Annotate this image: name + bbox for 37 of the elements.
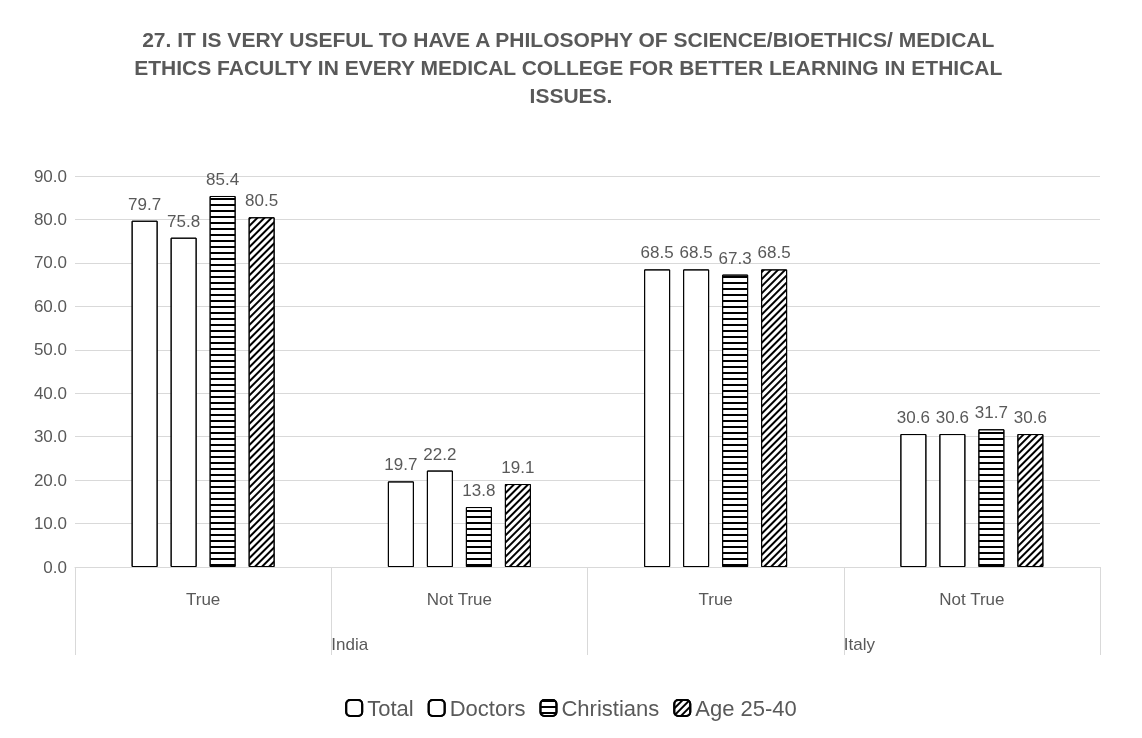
legend-label: Doctors bbox=[449, 695, 526, 721]
y-tick-label: 0.0 bbox=[43, 557, 67, 577]
y-tick-label: 80.0 bbox=[33, 209, 67, 229]
data-label: 79.7 bbox=[128, 194, 162, 214]
legend-label: Age 25-40 bbox=[695, 695, 797, 721]
data-label: 68.5 bbox=[757, 243, 791, 263]
data-label: 80.5 bbox=[245, 191, 279, 211]
y-tick-label: 60.0 bbox=[33, 296, 67, 316]
x-tick-label: Not True bbox=[939, 590, 1005, 609]
data-label: 13.8 bbox=[462, 481, 496, 501]
y-tick-label: 70.0 bbox=[33, 253, 67, 273]
data-label: 30.6 bbox=[896, 408, 930, 428]
data-label: 68.5 bbox=[679, 243, 713, 263]
data-label: 22.2 bbox=[423, 444, 457, 464]
data-label: 30.6 bbox=[1013, 408, 1047, 428]
data-label: 31.7 bbox=[974, 403, 1008, 423]
chart-title: 27. IT IS VERY USEFUL TO HAVE A PHILOSOPHY OF SCIENCE/BIOETHICS/ MEDICAL ETHICS FACULTY IN EVERY MEDICAL COLLEGE FOR BETTER LEARNING IN ETHICAL ISSUES. bbox=[134, 27, 1008, 107]
data-label: 19.1 bbox=[501, 458, 535, 478]
y-tick-label: 30.0 bbox=[33, 427, 67, 447]
data-label: 85.4 bbox=[206, 169, 240, 189]
text: India bbox=[331, 635, 369, 654]
x-tick-label: True bbox=[698, 590, 733, 609]
data-label: 75.8 bbox=[167, 211, 201, 231]
y-tick-label: 20.0 bbox=[33, 470, 67, 490]
data-label: 30.6 bbox=[935, 408, 969, 428]
legend-label: Total bbox=[367, 695, 414, 721]
y-tick-label: 50.0 bbox=[33, 340, 67, 360]
y-tick-label: 10.0 bbox=[33, 514, 67, 534]
data-label: 19.7 bbox=[384, 455, 418, 475]
text: Italy bbox=[843, 635, 876, 654]
x-tick-label: Not True bbox=[426, 590, 492, 609]
data-label: 67.3 bbox=[718, 248, 752, 268]
y-tick-label: 40.0 bbox=[33, 383, 67, 403]
y-tick-label: 90.0 bbox=[33, 166, 67, 186]
data-label: 68.5 bbox=[640, 243, 674, 263]
x-tick-label: True bbox=[185, 590, 221, 609]
legend-label: Christians bbox=[561, 695, 660, 721]
